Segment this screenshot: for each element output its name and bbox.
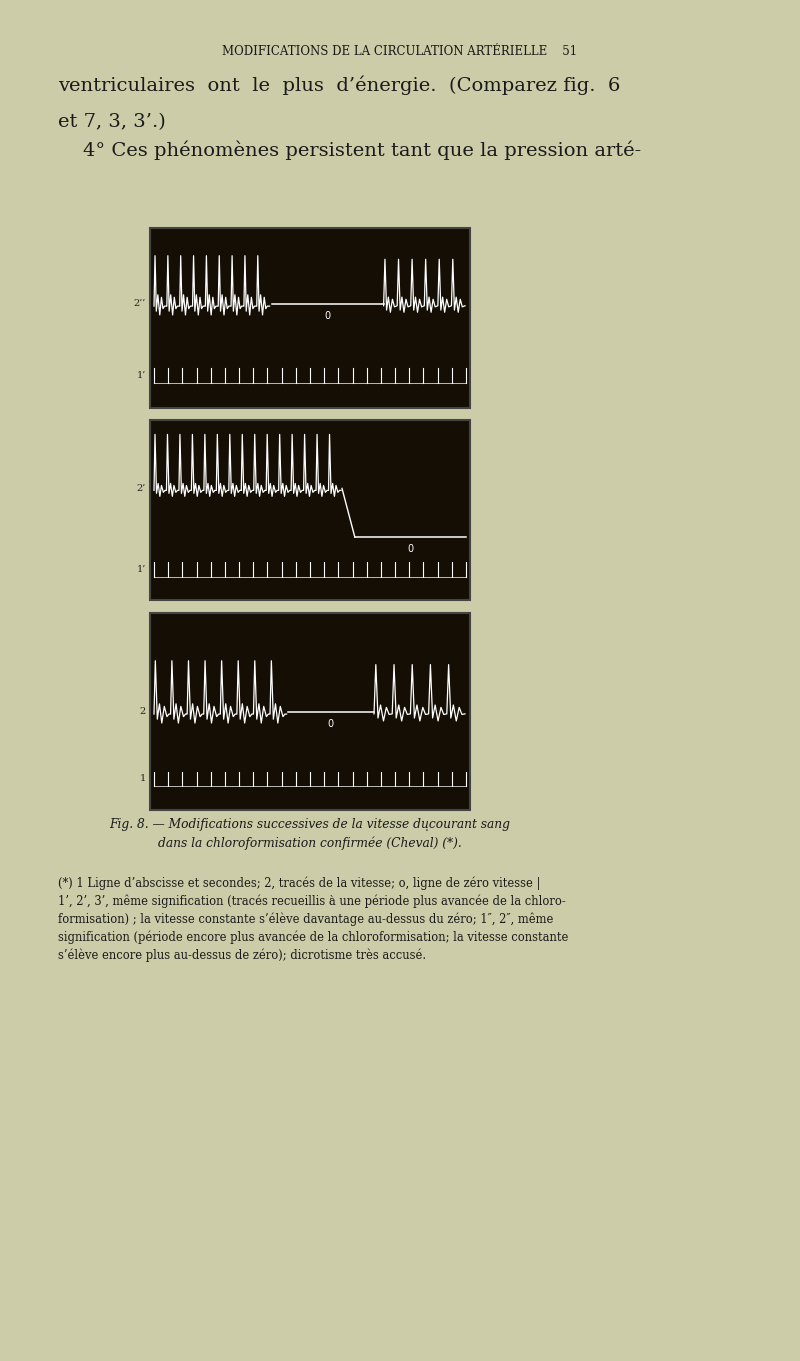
Text: 1’: 1’ xyxy=(137,565,146,574)
Text: 1’, 2’, 3’, même signification (tracés recueillis à une période plus avancée de : 1’, 2’, 3’, même signification (tracés r… xyxy=(58,894,566,908)
Text: s’élève encore plus au-dessus de zéro); dicrotisme très accusé.: s’élève encore plus au-dessus de zéro); … xyxy=(58,949,426,961)
Text: 4° Ces phénomènes persistent tant que la pression arté-: 4° Ces phénomènes persistent tant que la… xyxy=(58,140,642,159)
Text: 2: 2 xyxy=(140,706,146,716)
Text: 2’’: 2’’ xyxy=(134,299,146,308)
Text: 1: 1 xyxy=(140,774,146,784)
Text: 0: 0 xyxy=(328,720,334,729)
Bar xyxy=(150,612,470,810)
Text: 0: 0 xyxy=(325,310,330,321)
Text: signification (période encore plus avancée de la chloroformisation; la vitesse c: signification (période encore plus avanc… xyxy=(58,930,568,943)
Text: ventriculaires  ont  le  plus  d’énergie.  (Comparez fig.  6: ventriculaires ont le plus d’énergie. (C… xyxy=(58,75,620,94)
Text: formisation) ; la vitesse constante s’élève davantage au-dessus du zéro; 1″, 2″,: formisation) ; la vitesse constante s’él… xyxy=(58,912,554,925)
Text: 1’: 1’ xyxy=(137,372,146,380)
Bar xyxy=(150,229,470,408)
Text: 0: 0 xyxy=(407,544,414,554)
Text: MODIFICATIONS DE LA CIRCULATION ARTÉRIELLE    51: MODIFICATIONS DE LA CIRCULATION ARTÉRIEL… xyxy=(222,45,578,59)
Text: 2’: 2’ xyxy=(137,485,146,493)
Bar xyxy=(150,421,470,600)
Text: Fig. 8. — Modifications successives de la vitesse dụcourant sang: Fig. 8. — Modifications successives de l… xyxy=(110,818,510,832)
Text: (*) 1 Ligne d’abscisse et secondes; 2, tracés de la vitesse; o, ligne de zéro vi: (*) 1 Ligne d’abscisse et secondes; 2, t… xyxy=(58,876,540,890)
Text: dans la chloroformisation confirmée (Cheval) (*).: dans la chloroformisation confirmée (Che… xyxy=(158,836,462,849)
Text: et 7, 3, 3’.): et 7, 3, 3’.) xyxy=(58,113,166,131)
